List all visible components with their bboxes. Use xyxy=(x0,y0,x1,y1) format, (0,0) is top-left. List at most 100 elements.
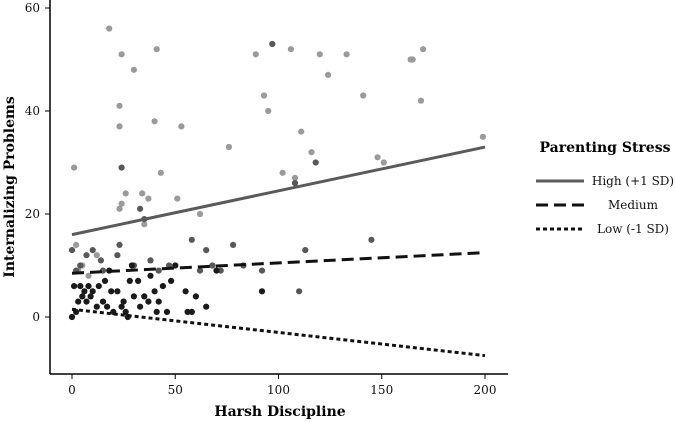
data-point xyxy=(252,51,259,58)
data-point xyxy=(374,154,381,161)
data-point xyxy=(260,92,268,99)
y-tick-label: 40 xyxy=(25,104,40,118)
data-point xyxy=(188,308,195,315)
data-point xyxy=(209,262,216,269)
data-point xyxy=(95,283,102,290)
data-point xyxy=(151,288,158,295)
data-point xyxy=(126,277,133,284)
data-point xyxy=(137,205,144,212)
data-point xyxy=(360,92,367,99)
x-tick-label: 200 xyxy=(474,383,497,397)
data-point xyxy=(291,174,299,181)
data-point xyxy=(93,252,100,259)
data-point xyxy=(409,56,416,63)
data-point xyxy=(118,200,125,207)
data-point xyxy=(87,293,94,300)
data-point xyxy=(298,128,305,135)
data-point xyxy=(155,298,162,305)
data-point xyxy=(141,293,148,300)
data-point xyxy=(192,293,199,300)
legend-label: Medium xyxy=(608,198,659,212)
data-point xyxy=(104,303,111,310)
data-point xyxy=(118,164,125,171)
data-point xyxy=(153,308,160,315)
data-point xyxy=(225,143,232,151)
data-point xyxy=(163,308,171,315)
regression-line xyxy=(71,145,486,237)
data-point xyxy=(203,303,210,310)
data-point xyxy=(73,241,80,248)
x-tick-label: 50 xyxy=(168,383,183,397)
data-point xyxy=(130,66,137,73)
legend-label: High (+1 SD) xyxy=(592,174,674,188)
data-point xyxy=(279,169,286,176)
data-point xyxy=(291,180,299,187)
legend: Parenting Stress High (+1 SD) Medium Low (… xyxy=(536,140,674,236)
data-point xyxy=(114,252,121,259)
data-point xyxy=(122,190,129,197)
data-point xyxy=(68,313,76,321)
data-point xyxy=(151,118,158,125)
data-point xyxy=(188,236,195,243)
data-point xyxy=(296,288,303,295)
data-point xyxy=(116,102,123,109)
data-point xyxy=(71,283,78,290)
data-point xyxy=(93,303,100,310)
data-point xyxy=(118,303,125,310)
data-point xyxy=(168,277,175,284)
data-point xyxy=(269,40,276,48)
regression-lines xyxy=(71,145,486,358)
data-point xyxy=(75,298,82,305)
data-point xyxy=(71,164,78,171)
x-tick-label: 100 xyxy=(267,383,290,397)
regression-line xyxy=(71,251,486,275)
data-point xyxy=(89,288,96,295)
data-point xyxy=(101,277,109,284)
data-point xyxy=(77,283,84,290)
x-axis-title: Harsh Discipline xyxy=(214,404,345,420)
axes xyxy=(49,0,508,375)
legend-title: Parenting Stress xyxy=(540,140,671,156)
data-point xyxy=(83,298,90,305)
x-tick-label: 150 xyxy=(370,383,393,397)
data-point xyxy=(479,133,486,140)
data-point xyxy=(213,267,220,274)
data-point xyxy=(68,247,76,254)
data-point xyxy=(325,71,332,78)
axis-ticks: 0 50 100 150 200 0 20 40 60 xyxy=(25,1,497,397)
data-point xyxy=(203,247,210,254)
data-point xyxy=(130,293,137,300)
data-point xyxy=(196,267,204,274)
data-point xyxy=(182,288,189,295)
legend-items: High (+1 SD) Medium Low (-1 SD) xyxy=(536,174,674,236)
data-point xyxy=(316,51,323,58)
data-point xyxy=(85,283,92,290)
data-point xyxy=(145,195,152,202)
data-point xyxy=(116,205,123,212)
data-point xyxy=(380,159,387,166)
data-point xyxy=(159,283,166,290)
data-point xyxy=(97,257,104,264)
data-point xyxy=(287,46,294,53)
data-point xyxy=(120,298,127,305)
data-point xyxy=(258,288,266,295)
data-point xyxy=(420,46,427,53)
data-point xyxy=(147,257,154,264)
y-tick-label: 0 xyxy=(32,310,40,324)
data-point xyxy=(85,272,92,279)
data-point xyxy=(128,262,135,269)
data-point xyxy=(118,51,125,58)
y-axis-title: Internalizing Problems xyxy=(2,96,18,278)
y-tick-label: 20 xyxy=(25,207,40,221)
data-point xyxy=(108,288,115,295)
data-point xyxy=(178,123,185,130)
data-point xyxy=(89,247,96,254)
data-point xyxy=(135,277,142,284)
data-point xyxy=(302,247,309,254)
data-point xyxy=(265,107,272,115)
data-point xyxy=(258,267,266,274)
data-point xyxy=(141,221,148,228)
legend-label: Low (-1 SD) xyxy=(597,222,669,236)
data-point xyxy=(417,97,425,104)
